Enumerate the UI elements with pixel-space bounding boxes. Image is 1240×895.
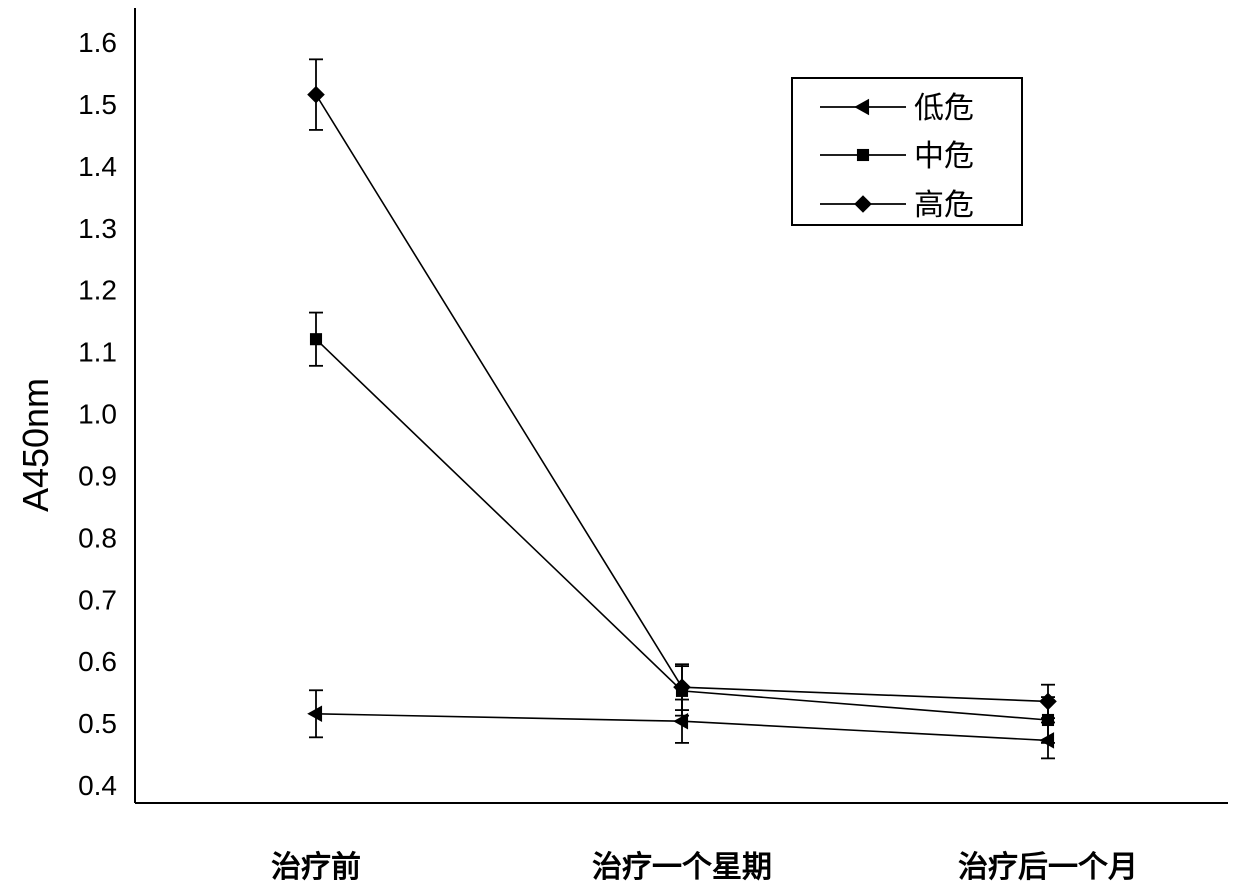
x-category-label: 治疗一个星期	[592, 850, 772, 885]
data-point	[1039, 732, 1054, 749]
y-tick-label: 1.4	[78, 151, 117, 182]
y-tick-label: 0.9	[78, 460, 117, 491]
y-tick-labels: 0.4 0.5 0.6 0.7 0.8 0.9 1.0 1.1 1.2 1.3 1.4 1.5 1.6	[78, 27, 117, 801]
legend: 低危中危高危	[792, 78, 1022, 225]
legend-label: 低危	[914, 91, 974, 126]
legend-marker	[857, 149, 869, 161]
x-category-label: 治疗后一个月	[958, 850, 1138, 885]
data-point	[307, 86, 325, 104]
legend-box	[792, 78, 1022, 225]
y-tick-label: 1.1	[78, 337, 117, 368]
y-tick-label: 0.7	[78, 584, 117, 615]
y-axis-title: A450nm	[15, 378, 56, 512]
y-tick-label: 0.8	[78, 522, 117, 553]
legend-label: 中危	[914, 139, 974, 174]
series-line	[316, 339, 1048, 720]
y-tick-label: 1.0	[78, 399, 117, 430]
y-tick-label: 1.2	[78, 275, 117, 306]
data-point	[1039, 693, 1057, 711]
y-tick-label: 1.3	[78, 213, 117, 244]
data-point	[307, 706, 322, 723]
data-point	[673, 678, 691, 696]
y-tick-label: 1.6	[78, 27, 117, 58]
legend-label: 高危	[914, 188, 974, 223]
x-category-labels: 治疗前 治疗一个星期 治疗后一个月	[271, 850, 1138, 885]
y-tick-label: 0.4	[78, 770, 117, 801]
data-point	[310, 333, 322, 345]
y-tick-label: 0.5	[78, 708, 117, 739]
y-tick-label: 0.6	[78, 646, 117, 677]
x-category-label: 治疗前	[271, 850, 361, 885]
y-tick-label: 1.5	[78, 89, 117, 120]
